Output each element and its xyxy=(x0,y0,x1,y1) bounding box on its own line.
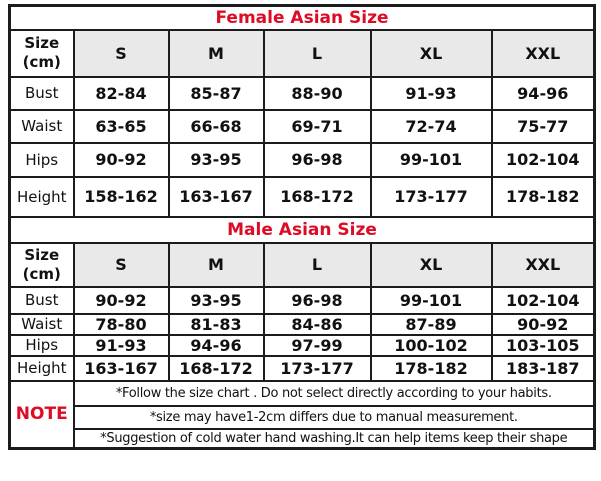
male-waist-m: 81-83 xyxy=(167,312,265,336)
male-bust-l: 96-98 xyxy=(262,285,372,315)
male-hips-xl: 100-102 xyxy=(369,333,493,357)
row-label-height: Height xyxy=(8,175,75,218)
row-label-hips: Hips xyxy=(8,141,75,178)
male-bust-m: 93-95 xyxy=(167,285,265,315)
male-header-s: S xyxy=(72,241,170,288)
female-height-l: 168-172 xyxy=(262,175,372,218)
female-height-s: 158-162 xyxy=(72,175,170,218)
male-header-m: M xyxy=(167,241,265,288)
note-line-1: *Follow the size chart . Do not select d… xyxy=(72,379,596,407)
female-waist-s: 63-65 xyxy=(72,108,170,144)
female-hips-s: 90-92 xyxy=(72,141,170,178)
size-chart: Female Asian Size Size (cm) S M L XL XXL… xyxy=(8,4,597,450)
female-header-xxl: XXL xyxy=(490,28,596,78)
female-bust-s: 82-84 xyxy=(72,75,170,111)
female-bust-row: Bust 82-84 85-87 88-90 91-93 94-96 xyxy=(8,75,596,111)
female-hips-xxl: 102-104 xyxy=(490,141,596,178)
male-hips-xxl: 103-105 xyxy=(490,333,596,357)
male-hips-l: 97-99 xyxy=(262,333,372,357)
male-bust-row: Bust 90-92 93-95 96-98 99-101 102-104 xyxy=(8,285,596,315)
female-section-title: Female Asian Size xyxy=(8,4,596,31)
male-waist-row: Waist 78-80 81-83 84-86 87-89 90-92 xyxy=(8,312,596,336)
row-label-waist: Waist xyxy=(8,312,75,336)
note-label: NOTE xyxy=(8,379,75,450)
female-waist-row: Waist 63-65 66-68 69-71 72-74 75-77 xyxy=(8,108,596,144)
note-row-1: NOTE *Follow the size chart . Do not sel… xyxy=(8,379,596,450)
male-header-l: L xyxy=(262,241,372,288)
female-header-m: M xyxy=(167,28,265,78)
note-row-2: *size may have1-2cm differs due to manua… xyxy=(10,404,596,430)
female-waist-xl: 72-74 xyxy=(369,108,493,144)
male-bust-xl: 99-101 xyxy=(369,285,493,315)
male-bust-s: 90-92 xyxy=(72,285,170,315)
male-waist-s: 78-80 xyxy=(72,312,170,336)
note-line-3: *Suggestion of cold water hand washing.I… xyxy=(72,427,596,450)
female-header-s: S xyxy=(72,28,170,78)
row-label-waist: Waist xyxy=(8,108,75,144)
male-hips-m: 94-96 xyxy=(167,333,265,357)
row-label-bust: Bust xyxy=(8,75,75,111)
female-hips-xl: 99-101 xyxy=(369,141,493,178)
female-bust-xxl: 94-96 xyxy=(490,75,596,111)
row-label-hips: Hips xyxy=(8,333,75,357)
female-bust-l: 88-90 xyxy=(262,75,372,111)
female-header-l: L xyxy=(262,28,372,78)
female-waist-m: 66-68 xyxy=(167,108,265,144)
female-hips-m: 93-95 xyxy=(167,141,265,178)
male-hips-row: Hips 91-93 94-96 97-99 100-102 103-105 xyxy=(8,333,596,357)
female-hips-l: 96-98 xyxy=(262,141,372,178)
female-height-xl: 173-177 xyxy=(369,175,493,218)
row-label-height: Height xyxy=(8,354,75,382)
male-height-row: Height 163-167 168-172 173-177 178-182 1… xyxy=(8,354,596,382)
female-header-size-cm: Size (cm) xyxy=(8,28,75,78)
male-bust-xxl: 102-104 xyxy=(490,285,596,315)
note-row-3: *Suggestion of cold water hand washing.I… xyxy=(10,427,596,450)
male-height-m: 168-172 xyxy=(167,354,265,382)
male-header-size-cm: Size (cm) xyxy=(8,241,75,288)
female-waist-l: 69-71 xyxy=(262,108,372,144)
female-height-xxl: 178-182 xyxy=(490,175,596,218)
male-section-title: Male Asian Size xyxy=(8,215,596,244)
male-header-xl: XL xyxy=(369,241,493,288)
male-waist-xxl: 90-92 xyxy=(490,312,596,336)
female-bust-m: 85-87 xyxy=(167,75,265,111)
female-height-row: Height 158-162 163-167 168-172 173-177 1… xyxy=(8,175,596,218)
row-label-bust: Bust xyxy=(8,285,75,315)
male-height-xxl: 183-187 xyxy=(490,354,596,382)
female-height-m: 163-167 xyxy=(167,175,265,218)
male-height-l: 173-177 xyxy=(262,354,372,382)
female-bust-xl: 91-93 xyxy=(369,75,493,111)
female-hips-row: Hips 90-92 93-95 96-98 99-101 102-104 xyxy=(8,141,596,178)
male-hips-s: 91-93 xyxy=(72,333,170,357)
male-header-xxl: XXL xyxy=(490,241,596,288)
female-header-xl: XL xyxy=(369,28,493,78)
male-waist-xl: 87-89 xyxy=(369,312,493,336)
female-waist-xxl: 75-77 xyxy=(490,108,596,144)
size-chart-table: Female Asian Size Size (cm) S M L XL XXL… xyxy=(8,4,597,450)
male-height-s: 163-167 xyxy=(72,354,170,382)
male-waist-l: 84-86 xyxy=(262,312,372,336)
male-height-xl: 178-182 xyxy=(369,354,493,382)
note-line-2: *size may have1-2cm differs due to manua… xyxy=(72,404,596,430)
